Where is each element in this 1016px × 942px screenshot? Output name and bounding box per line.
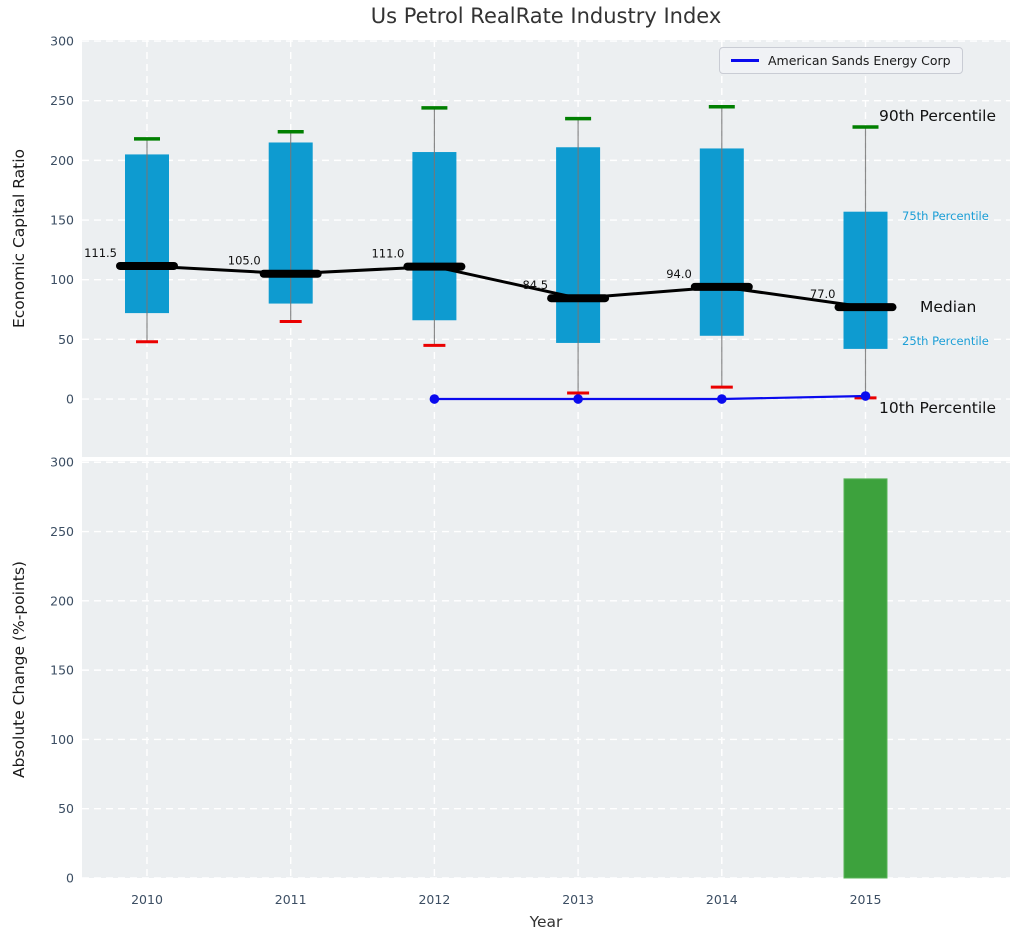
company-point-2015 <box>860 391 871 401</box>
legend-label: American Sands Energy Corp <box>768 53 951 68</box>
y-tick-label-top: 200 <box>50 153 74 168</box>
y-tick-label-top: 100 <box>50 272 74 287</box>
annotation-median: Median <box>920 298 977 316</box>
y-tick-label-top: 300 <box>50 34 74 49</box>
y-tick-label-bottom: 250 <box>50 524 74 539</box>
company-line <box>434 394 866 401</box>
y-axis-label-bottom: Absolute Change (%-points) <box>10 561 28 778</box>
annotation-25th-percentile: 25th Percentile <box>902 334 989 348</box>
company-point-2014 <box>717 394 727 404</box>
company-point-2012 <box>429 394 440 404</box>
annotation-75th-percentile: 75th Percentile <box>902 209 989 223</box>
x-axis-label: Year <box>529 913 563 931</box>
y-tick-label-top: 0 <box>66 392 74 407</box>
x-tick-label: 2013 <box>562 892 594 907</box>
median-label-2015: 77.0 <box>810 287 836 301</box>
x-tick-label: 2012 <box>418 892 450 907</box>
y-tick-label-bottom: 300 <box>50 455 74 470</box>
median-label-2011: 105.0 <box>228 254 261 268</box>
y-axis-label-top: Economic Capital Ratio <box>10 149 28 328</box>
legend-line-swatch <box>731 59 759 62</box>
change-bar-2015 <box>843 478 888 879</box>
y-tick-label-bottom: 0 <box>66 871 74 886</box>
annotation-90th-percentile: 90th Percentile <box>879 107 997 125</box>
x-tick-label: 2010 <box>131 892 163 907</box>
y-tick-label-bottom: 200 <box>50 593 74 608</box>
x-tick-label: 2011 <box>275 892 307 907</box>
y-tick-label-top: 50 <box>58 332 74 347</box>
median-label-2014: 94.0 <box>666 267 692 281</box>
y-tick-label-bottom: 50 <box>58 801 74 816</box>
y-tick-label-bottom: 100 <box>50 732 74 747</box>
median-label-2012: 111.0 <box>371 247 404 261</box>
median-label-2010: 111.5 <box>84 246 117 260</box>
annotation-10th-percentile: 10th Percentile <box>879 399 997 417</box>
x-tick-label: 2014 <box>706 892 738 907</box>
company-point-2013 <box>573 394 583 404</box>
y-tick-label-bottom: 150 <box>50 663 74 678</box>
legend: American Sands Energy Corp <box>719 47 963 74</box>
median-label-2013: 84.5 <box>522 278 548 292</box>
y-tick-label-top: 150 <box>50 213 74 228</box>
x-tick-label: 2015 <box>850 892 882 907</box>
chart-title: Us Petrol RealRate Industry Index <box>370 4 722 28</box>
y-tick-label-top: 250 <box>50 93 74 108</box>
